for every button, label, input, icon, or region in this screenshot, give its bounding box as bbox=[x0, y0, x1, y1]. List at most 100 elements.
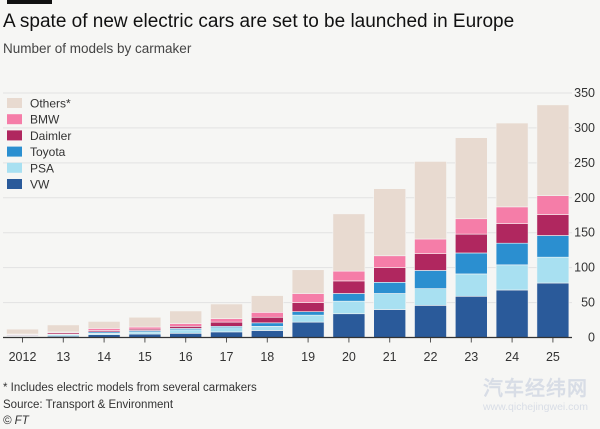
y-tick-label: 0 bbox=[588, 331, 595, 345]
bar-segment-vw bbox=[169, 333, 202, 338]
bar-segment-vw bbox=[332, 313, 366, 338]
bar-segment-toyota bbox=[495, 242, 529, 266]
legend-label: VW bbox=[30, 178, 50, 192]
bar-segment-vw bbox=[495, 289, 529, 338]
x-tick-label: 14 bbox=[97, 350, 111, 364]
bar-segment-toyota bbox=[536, 235, 570, 258]
chart-subtitle: Number of models by carmaker bbox=[3, 41, 192, 56]
bar-segment-vw bbox=[210, 331, 243, 338]
bar-segment-psa bbox=[454, 273, 488, 297]
bar-segment-others bbox=[536, 104, 570, 196]
bar-segment-bmw bbox=[414, 238, 447, 254]
bar-segment-psa bbox=[128, 331, 162, 335]
bar-segment-others bbox=[332, 213, 366, 272]
bar-segment-daimler bbox=[454, 233, 488, 254]
bar-segment-vw bbox=[373, 309, 407, 338]
bar-segment-others bbox=[46, 324, 80, 333]
bar-segment-others bbox=[495, 122, 529, 208]
bar-segment-toyota bbox=[251, 322, 284, 327]
y-tick-label: 250 bbox=[574, 156, 595, 170]
bar-segment-others bbox=[128, 316, 162, 328]
x-tick-label: 22 bbox=[424, 350, 438, 364]
ft-top-rule bbox=[7, 0, 52, 4]
y-tick-label: 50 bbox=[581, 296, 595, 310]
bar-segment-psa bbox=[536, 256, 570, 284]
bar-segment-psa bbox=[414, 288, 447, 306]
x-tick-label: 16 bbox=[179, 350, 193, 364]
legend-label: Daimler bbox=[30, 129, 71, 143]
legend-label: Toyota bbox=[30, 145, 66, 159]
bar-segment-bmw bbox=[332, 270, 366, 282]
bar-segment-daimler bbox=[536, 214, 570, 236]
footnote: * Includes electric models from several … bbox=[3, 382, 257, 394]
copyright-credit: © FT bbox=[3, 415, 29, 427]
bar-segment-bmw bbox=[495, 206, 529, 224]
bar-segment-vw bbox=[454, 295, 488, 338]
bar-segment-toyota bbox=[454, 252, 488, 275]
bar-segment-bmw bbox=[251, 312, 284, 318]
bar-segment-daimler bbox=[332, 280, 366, 294]
bar-segment-vw bbox=[251, 330, 284, 338]
source-note: Source: Transport & Environment bbox=[3, 399, 174, 411]
y-tick-label: 100 bbox=[574, 261, 595, 275]
bar-segment-others bbox=[414, 161, 447, 240]
bar-segment-others bbox=[87, 321, 121, 329]
bar-segment-psa bbox=[169, 329, 202, 334]
bar-segment-vw bbox=[536, 282, 570, 338]
legend-label: PSA bbox=[30, 161, 54, 175]
watermark-text: 汽车经纬网 bbox=[483, 378, 588, 400]
bar-segment-others bbox=[210, 303, 243, 319]
x-tick-label: 2012 bbox=[9, 350, 37, 364]
bar-segment-others bbox=[6, 328, 39, 335]
bar-segment-psa bbox=[332, 300, 366, 315]
chart-title: A spate of new electric cars are set to … bbox=[3, 11, 515, 32]
bar-segment-bmw bbox=[536, 195, 570, 215]
bar-segment-daimler bbox=[169, 326, 202, 329]
watermark: 汽车经纬网 www.qichejingwei.com bbox=[483, 372, 588, 413]
y-tick-label: 150 bbox=[574, 226, 595, 240]
bar-segment-vw bbox=[414, 305, 447, 338]
x-tick-label: 13 bbox=[56, 350, 70, 364]
legend-swatch bbox=[7, 114, 22, 125]
x-tick-label: 25 bbox=[546, 350, 560, 364]
bar-segment-others bbox=[454, 137, 488, 220]
bar-segment-others bbox=[291, 269, 325, 294]
legend-swatch bbox=[7, 130, 22, 141]
y-tick-label: 300 bbox=[574, 121, 595, 135]
x-tick-label: 24 bbox=[505, 350, 519, 364]
x-tick-label: 18 bbox=[260, 350, 274, 364]
bar-segment-vw bbox=[291, 321, 325, 338]
bar-segment-bmw bbox=[454, 218, 488, 235]
bar-segment-psa bbox=[251, 326, 284, 331]
bar-segment-psa bbox=[291, 314, 325, 323]
y-tick-label: 200 bbox=[574, 191, 595, 205]
bar-segment-daimler bbox=[210, 321, 243, 327]
x-tick-label: 15 bbox=[138, 350, 152, 364]
bar-segment-bmw bbox=[169, 323, 202, 327]
legend-swatch bbox=[7, 162, 22, 173]
bar-segment-bmw bbox=[291, 293, 325, 303]
bar-segment-toyota bbox=[291, 311, 325, 316]
bar-segment-others bbox=[373, 188, 407, 257]
legend-label: Others* bbox=[30, 97, 71, 111]
bar-segment-daimler bbox=[373, 267, 407, 283]
watermark-url: www.qichejingwei.com bbox=[482, 401, 588, 413]
x-tick-label: 21 bbox=[383, 350, 397, 364]
bar-segment-bmw bbox=[373, 255, 407, 268]
x-tick-label: 19 bbox=[301, 350, 315, 364]
bar-segment-bmw bbox=[210, 318, 243, 323]
bar-segment-others bbox=[251, 295, 284, 313]
bar-segment-toyota bbox=[414, 270, 447, 289]
legend-swatch bbox=[7, 146, 22, 157]
bar-segment-psa bbox=[495, 264, 529, 291]
y-tick-label: 350 bbox=[574, 86, 595, 100]
bar-segment-daimler bbox=[414, 253, 447, 271]
bar-segment-bmw bbox=[87, 328, 121, 331]
bar-segment-others bbox=[169, 310, 202, 324]
bar-segment-toyota bbox=[373, 282, 407, 294]
bar-segment-daimler bbox=[291, 302, 325, 312]
bar-segment-daimler bbox=[495, 223, 529, 244]
bar-segment-bmw bbox=[128, 326, 162, 330]
x-tick-label: 17 bbox=[220, 350, 234, 364]
